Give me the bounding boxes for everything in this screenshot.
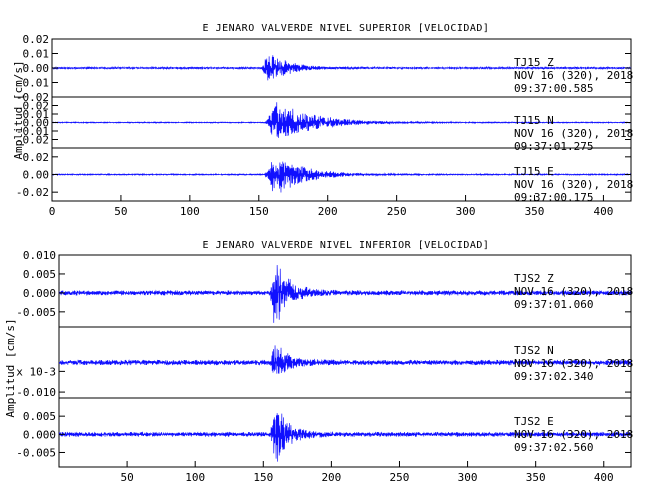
y-tick-label: 0.00: [23, 62, 50, 75]
seismic-trace-line: [51, 161, 632, 193]
record-time: 09:37:02.560: [514, 441, 593, 454]
x-tick-label: 400: [593, 205, 613, 218]
record-date: NOV 16 (320), 2018: [514, 178, 633, 191]
upper-chart-title: E JENARO VALVERDE NIVEL SUPERIOR [VELOCI…: [203, 23, 490, 34]
seismic-trace-line: [51, 102, 632, 138]
x-tick-label: 50: [120, 471, 133, 484]
channel-label: TJS2 Z: [514, 272, 554, 285]
x-tick-label: 350: [526, 471, 546, 484]
record-time: 09:37:01.275: [514, 140, 593, 153]
y-tick-label: -0.02: [16, 134, 49, 147]
record-date: NOV 16 (320), 2018: [514, 285, 633, 298]
record-date: NOV 16 (320), 2018: [514, 428, 633, 441]
x-tick-label: 150: [249, 205, 269, 218]
y-tick-label: 0.00: [23, 117, 50, 130]
x-tick-label: 100: [185, 471, 205, 484]
y-tick-label: -0.005: [16, 306, 56, 319]
record-date: NOV 16 (320), 2018: [514, 127, 633, 140]
record-date: NOV 16 (320), 2018: [514, 357, 633, 370]
y-tick-label: 0.000: [23, 428, 56, 441]
seismic-trace-line: [58, 413, 632, 462]
y-tick-label: -0.01: [16, 125, 49, 138]
seismic-trace-line: [58, 265, 632, 323]
y-tick-label: -0.02: [16, 91, 49, 104]
x-tick-label: 50: [114, 205, 127, 218]
channel-label: TJ15 N: [514, 114, 554, 127]
record-date: NOV 16 (320), 2018: [514, 69, 633, 82]
lower-chart-ylabel: Amplitud [cm/s]: [4, 318, 17, 417]
channel-label: TJS2 E: [514, 415, 554, 428]
seismic-trace-line: [51, 55, 632, 81]
x-tick-label: 300: [458, 471, 478, 484]
x-tick-label: 400: [594, 471, 614, 484]
x-tick-label: 100: [180, 205, 200, 218]
x-tick-label: 200: [321, 471, 341, 484]
x-tick-label: 250: [387, 205, 407, 218]
x-tick-label: 200: [318, 205, 338, 218]
record-time: 09:37:01.060: [514, 298, 593, 311]
x-axis: 50 100 150 200 250 300 350 400: [120, 461, 614, 484]
record-time: 09:37:00.175: [514, 191, 593, 204]
lower-level-chart: E JENARO VALVERDE NIVEL INFERIOR [VELOCI…: [4, 240, 633, 484]
y-tick-label: 0.01: [23, 108, 50, 121]
upper-level-chart: E JENARO VALVERDE NIVEL SUPERIOR [VELOCI…: [12, 23, 633, 218]
channel-label: TJ15 E: [514, 165, 554, 178]
y-tick-label: 0.02: [23, 100, 50, 113]
x-tick-label: 300: [456, 205, 476, 218]
y-tick-label: 0.01: [23, 48, 50, 61]
y-tick-label: -0.005: [16, 446, 56, 459]
y-tick-label: 0.00: [23, 169, 50, 182]
x-tick-label: 0: [49, 205, 56, 218]
x-tick-label: 250: [390, 471, 410, 484]
x-axis: 0 50 100 150 200 250 300 350 400: [49, 195, 613, 218]
y-tick-label: -0.02: [16, 186, 49, 199]
seismic-trace-line: [58, 345, 632, 374]
y-tick-label: -0.01: [16, 77, 49, 90]
record-time: 09:37:02.340: [514, 370, 593, 383]
channel-label: TJS2 N: [514, 344, 554, 357]
y-tick-label: 0.005: [23, 410, 56, 423]
y-tick-label: 0.02: [23, 33, 50, 46]
x-tick-label: 350: [525, 205, 545, 218]
y-tick-label: x 10-3: [16, 365, 56, 378]
upper-chart-ylabel: Amplitud [cm/s]: [12, 60, 25, 159]
y-tick-label: 0.010: [23, 249, 56, 262]
x-tick-label: 150: [253, 471, 273, 484]
y-tick-label: 0.000: [23, 287, 56, 300]
panel-frame: [58, 397, 632, 468]
channel-label: TJ15 Z: [514, 56, 554, 69]
y-tick-label: -0.010: [16, 386, 56, 399]
lower-chart-title: E JENARO VALVERDE NIVEL INFERIOR [VELOCI…: [203, 240, 490, 251]
y-tick-label: 0.02: [23, 151, 50, 164]
record-time: 09:37:00.585: [514, 82, 593, 95]
y-tick-label: 0.005: [23, 268, 56, 281]
